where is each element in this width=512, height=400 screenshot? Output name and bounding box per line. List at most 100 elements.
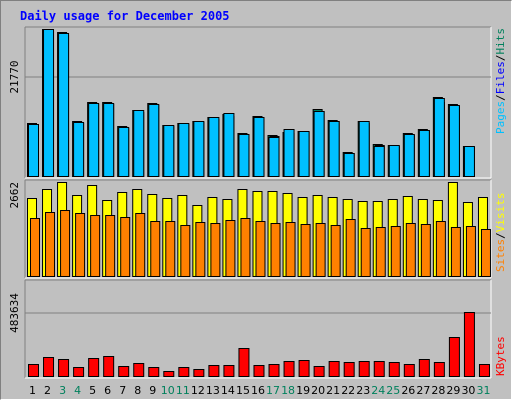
bar-pages-day-10: [163, 125, 175, 177]
bar-kbytes-day-18: [283, 361, 295, 377]
x-tick-label: 15: [236, 384, 250, 397]
bar-kbytes-day-6: [103, 356, 115, 377]
x-tick-label: 28: [431, 384, 445, 397]
x-tick-label: 19: [296, 384, 310, 397]
bar-kbytes-day-26: [403, 364, 415, 377]
bar-kbytes-day-28: [433, 362, 445, 377]
bar-kbytes-day-16: [253, 365, 265, 377]
bar-kbytes-day-19: [298, 360, 310, 377]
bar-kbytes-day-22: [343, 362, 355, 377]
x-tick-label: 10: [161, 384, 175, 397]
x-tick-label: 11: [176, 384, 190, 397]
bar-pages-day-12: [193, 121, 205, 177]
visits-max-label: 2662: [8, 182, 21, 209]
x-tick-label: 22: [341, 384, 355, 397]
x-tick-label: 17: [266, 384, 280, 397]
bar-pages-day-3: [58, 33, 70, 177]
bar-kbytes-day-4: [73, 367, 85, 377]
bar-kbytes-day-12: [193, 369, 205, 377]
bar-sites-day-21: [330, 225, 341, 277]
legend-text: Pages/Files/Hits: [494, 28, 507, 134]
bar-sites-day-5: [90, 215, 101, 277]
bar-pages-day-29: [448, 105, 460, 177]
bar-kbytes-day-1: [28, 364, 39, 377]
bar-pages-day-17: [268, 137, 280, 177]
bar-kbytes-day-23: [358, 361, 370, 377]
hits-max-label: 21770: [8, 60, 21, 93]
bar-pages-day-26: [403, 134, 415, 177]
x-axis-labels: 1 2 3 4 5 6 7 8 9 10 11 12 13 14 15 16 17 18 19 20 21 22 23 24 2…: [29, 384, 490, 397]
bar-pages-day-11: [178, 123, 190, 177]
bar-pages-day-20: [313, 111, 325, 177]
bar-sites-day-23: [360, 228, 371, 277]
kbytes-max-label: 483634: [8, 293, 21, 333]
bar-sites-day-22: [345, 219, 356, 277]
bar-pages-day-1: [28, 124, 39, 177]
legend-item: /: [494, 55, 507, 62]
bar-pages-day-14: [223, 113, 235, 177]
bar-pages-day-8: [133, 110, 145, 177]
bar-kbytes-day-29: [448, 337, 460, 377]
x-tick-label: 21: [326, 384, 340, 397]
legend-item: KBytes: [494, 336, 507, 376]
bar-pages-day-28: [433, 98, 445, 177]
bar-pages-day-7: [118, 127, 130, 177]
x-tick-label: 9: [149, 384, 156, 397]
bar-pages-day-19: [298, 131, 310, 177]
x-tick-label: 23: [356, 384, 370, 397]
bar-sites-day-18: [285, 222, 296, 277]
bar-kbytes-day-14: [223, 365, 235, 377]
legend-item: Pages: [494, 101, 507, 134]
bar-sites-day-15: [240, 218, 251, 277]
bar-kbytes-day-7: [118, 366, 130, 377]
bar-sites-day-30: [465, 226, 476, 277]
legend-kbytes: KBytes: [494, 336, 507, 376]
bar-pages-day-13: [208, 117, 220, 177]
bar-sites-day-13: [210, 223, 221, 277]
bar-sites-day-1: [30, 218, 40, 277]
chart-title: Daily usage for December 2005: [20, 9, 230, 23]
panel-hits-files-pages: [24, 26, 492, 179]
bar-kbytes-day-5: [88, 358, 100, 377]
x-tick-label: 1: [29, 384, 36, 397]
x-tick-label: 14: [221, 384, 235, 397]
bar-kbytes-day-15: [238, 348, 250, 377]
bar-pages-day-5: [88, 103, 100, 177]
legend-item: Hits: [494, 28, 507, 55]
x-tick-label: 4: [74, 384, 81, 397]
x-tick-label: 6: [104, 384, 111, 397]
bar-sites-day-14: [225, 220, 236, 277]
x-tick-label: 12: [191, 384, 205, 397]
bar-sites-day-31: [480, 229, 491, 277]
bar-pages-day-4: [73, 122, 85, 177]
bar-kbytes-day-20: [313, 366, 325, 377]
panel-2-background: [25, 280, 491, 378]
x-tick-label: 3: [59, 384, 66, 397]
bar-pages-day-9: [148, 104, 160, 177]
x-tick-label: 7: [119, 384, 126, 397]
x-tick-label: 29: [446, 384, 460, 397]
x-tick-label: 13: [206, 384, 220, 397]
bar-sites-day-20: [315, 223, 326, 277]
x-tick-label: 30: [461, 384, 475, 397]
x-tick-label: 24: [371, 384, 385, 397]
legend-item: Visits: [494, 193, 507, 233]
bar-kbytes-day-9: [148, 367, 160, 377]
bar-kbytes-day-31: [478, 364, 490, 377]
legend-item: Sites: [494, 239, 507, 272]
x-tick-label: 26: [401, 384, 415, 397]
bar-sites-day-19: [300, 224, 311, 277]
x-tick-label: 20: [311, 384, 325, 397]
legend-sites-visits: Sites/Visits: [494, 193, 507, 273]
bar-pages-day-21: [328, 121, 340, 177]
bar-sites-day-12: [195, 222, 206, 277]
bar-kbytes-day-13: [208, 365, 220, 377]
bar-pages-day-30: [463, 146, 475, 177]
bar-sites-day-26: [405, 223, 416, 277]
bar-kbytes-day-8: [133, 363, 145, 377]
bar-pages-day-16: [253, 117, 265, 177]
bar-kbytes-day-21: [328, 361, 340, 377]
bar-sites-day-24: [375, 227, 386, 277]
bar-sites-day-8: [135, 213, 146, 277]
